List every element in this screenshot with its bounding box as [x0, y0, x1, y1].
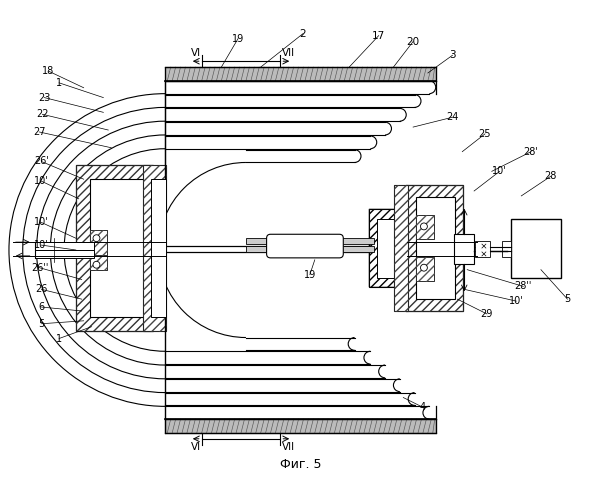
Text: 3: 3	[449, 50, 456, 60]
Text: 17: 17	[372, 30, 385, 40]
Bar	[502, 241, 511, 257]
Bar	[511, 218, 561, 278]
FancyBboxPatch shape	[267, 234, 343, 258]
Circle shape	[93, 262, 100, 268]
Text: VII: VII	[282, 442, 295, 452]
Text: 27: 27	[33, 127, 46, 137]
Bar	[455, 234, 474, 264]
Bar	[165, 67, 436, 81]
Text: 19: 19	[304, 270, 316, 280]
Text: 20: 20	[406, 36, 420, 46]
Bar	[406, 185, 463, 311]
Text: 10': 10'	[34, 240, 49, 250]
Bar	[165, 108, 400, 121]
Bar	[165, 148, 256, 150]
Bar	[377, 218, 406, 278]
Bar	[90, 179, 145, 317]
Text: 22: 22	[36, 110, 49, 120]
Text: 5: 5	[564, 294, 570, 304]
Text: VII: VII	[282, 48, 295, 58]
Bar	[165, 392, 415, 406]
Text: 28'': 28''	[514, 282, 532, 292]
Bar	[165, 81, 429, 94]
Text: 25: 25	[479, 129, 491, 139]
Text: 28': 28'	[523, 146, 538, 156]
Circle shape	[93, 235, 100, 242]
Text: Фиг. 5: Фиг. 5	[280, 458, 322, 471]
Bar	[90, 245, 107, 270]
Bar	[34, 242, 93, 250]
Text: 10': 10'	[509, 296, 524, 306]
Text: 10': 10'	[34, 218, 49, 228]
Text: VI: VI	[191, 442, 201, 452]
Bar	[406, 185, 463, 311]
Circle shape	[420, 223, 428, 230]
Text: 28: 28	[545, 171, 557, 181]
Bar	[416, 214, 434, 239]
Bar	[90, 230, 107, 255]
Text: 19: 19	[232, 34, 244, 43]
Bar	[76, 166, 153, 330]
Circle shape	[420, 264, 428, 271]
Bar	[246, 246, 374, 252]
Bar	[416, 257, 434, 281]
Bar	[143, 166, 166, 330]
Bar	[246, 238, 374, 244]
Bar	[76, 166, 153, 330]
Bar	[394, 185, 408, 311]
Bar	[90, 230, 107, 255]
Bar	[165, 94, 415, 108]
Bar	[165, 121, 271, 122]
Bar	[34, 250, 93, 258]
Bar	[165, 379, 400, 392]
Bar	[165, 406, 429, 419]
Bar	[165, 419, 436, 433]
Text: 10': 10'	[492, 166, 507, 176]
Bar	[475, 241, 490, 257]
Bar	[369, 208, 413, 288]
Text: 1: 1	[56, 78, 62, 88]
Text: 5: 5	[38, 319, 45, 329]
Bar	[165, 365, 385, 378]
Bar	[416, 214, 434, 239]
Bar	[165, 135, 264, 136]
Bar	[165, 352, 370, 364]
Text: 26': 26'	[34, 156, 49, 166]
Bar	[90, 245, 107, 270]
Text: 18: 18	[42, 66, 54, 76]
Bar	[246, 338, 355, 350]
Text: 26'': 26''	[31, 262, 48, 272]
Text: 29: 29	[481, 309, 493, 319]
Text: VI: VI	[191, 48, 201, 58]
Bar	[165, 67, 436, 81]
Bar	[246, 150, 355, 162]
Bar	[151, 179, 166, 317]
Text: 2: 2	[300, 28, 306, 38]
Text: 4: 4	[420, 402, 426, 412]
Text: 1: 1	[56, 334, 62, 344]
Bar	[416, 257, 434, 281]
Text: 10': 10'	[34, 176, 49, 186]
Bar	[165, 419, 436, 433]
Bar	[165, 136, 370, 148]
Text: 26: 26	[35, 284, 48, 294]
Bar	[165, 122, 385, 135]
Bar	[416, 197, 455, 299]
Text: 6: 6	[39, 302, 45, 312]
Text: 24: 24	[446, 112, 459, 122]
Bar	[369, 208, 413, 288]
Bar	[394, 185, 408, 311]
Text: 23: 23	[38, 92, 51, 102]
Bar	[143, 166, 166, 330]
